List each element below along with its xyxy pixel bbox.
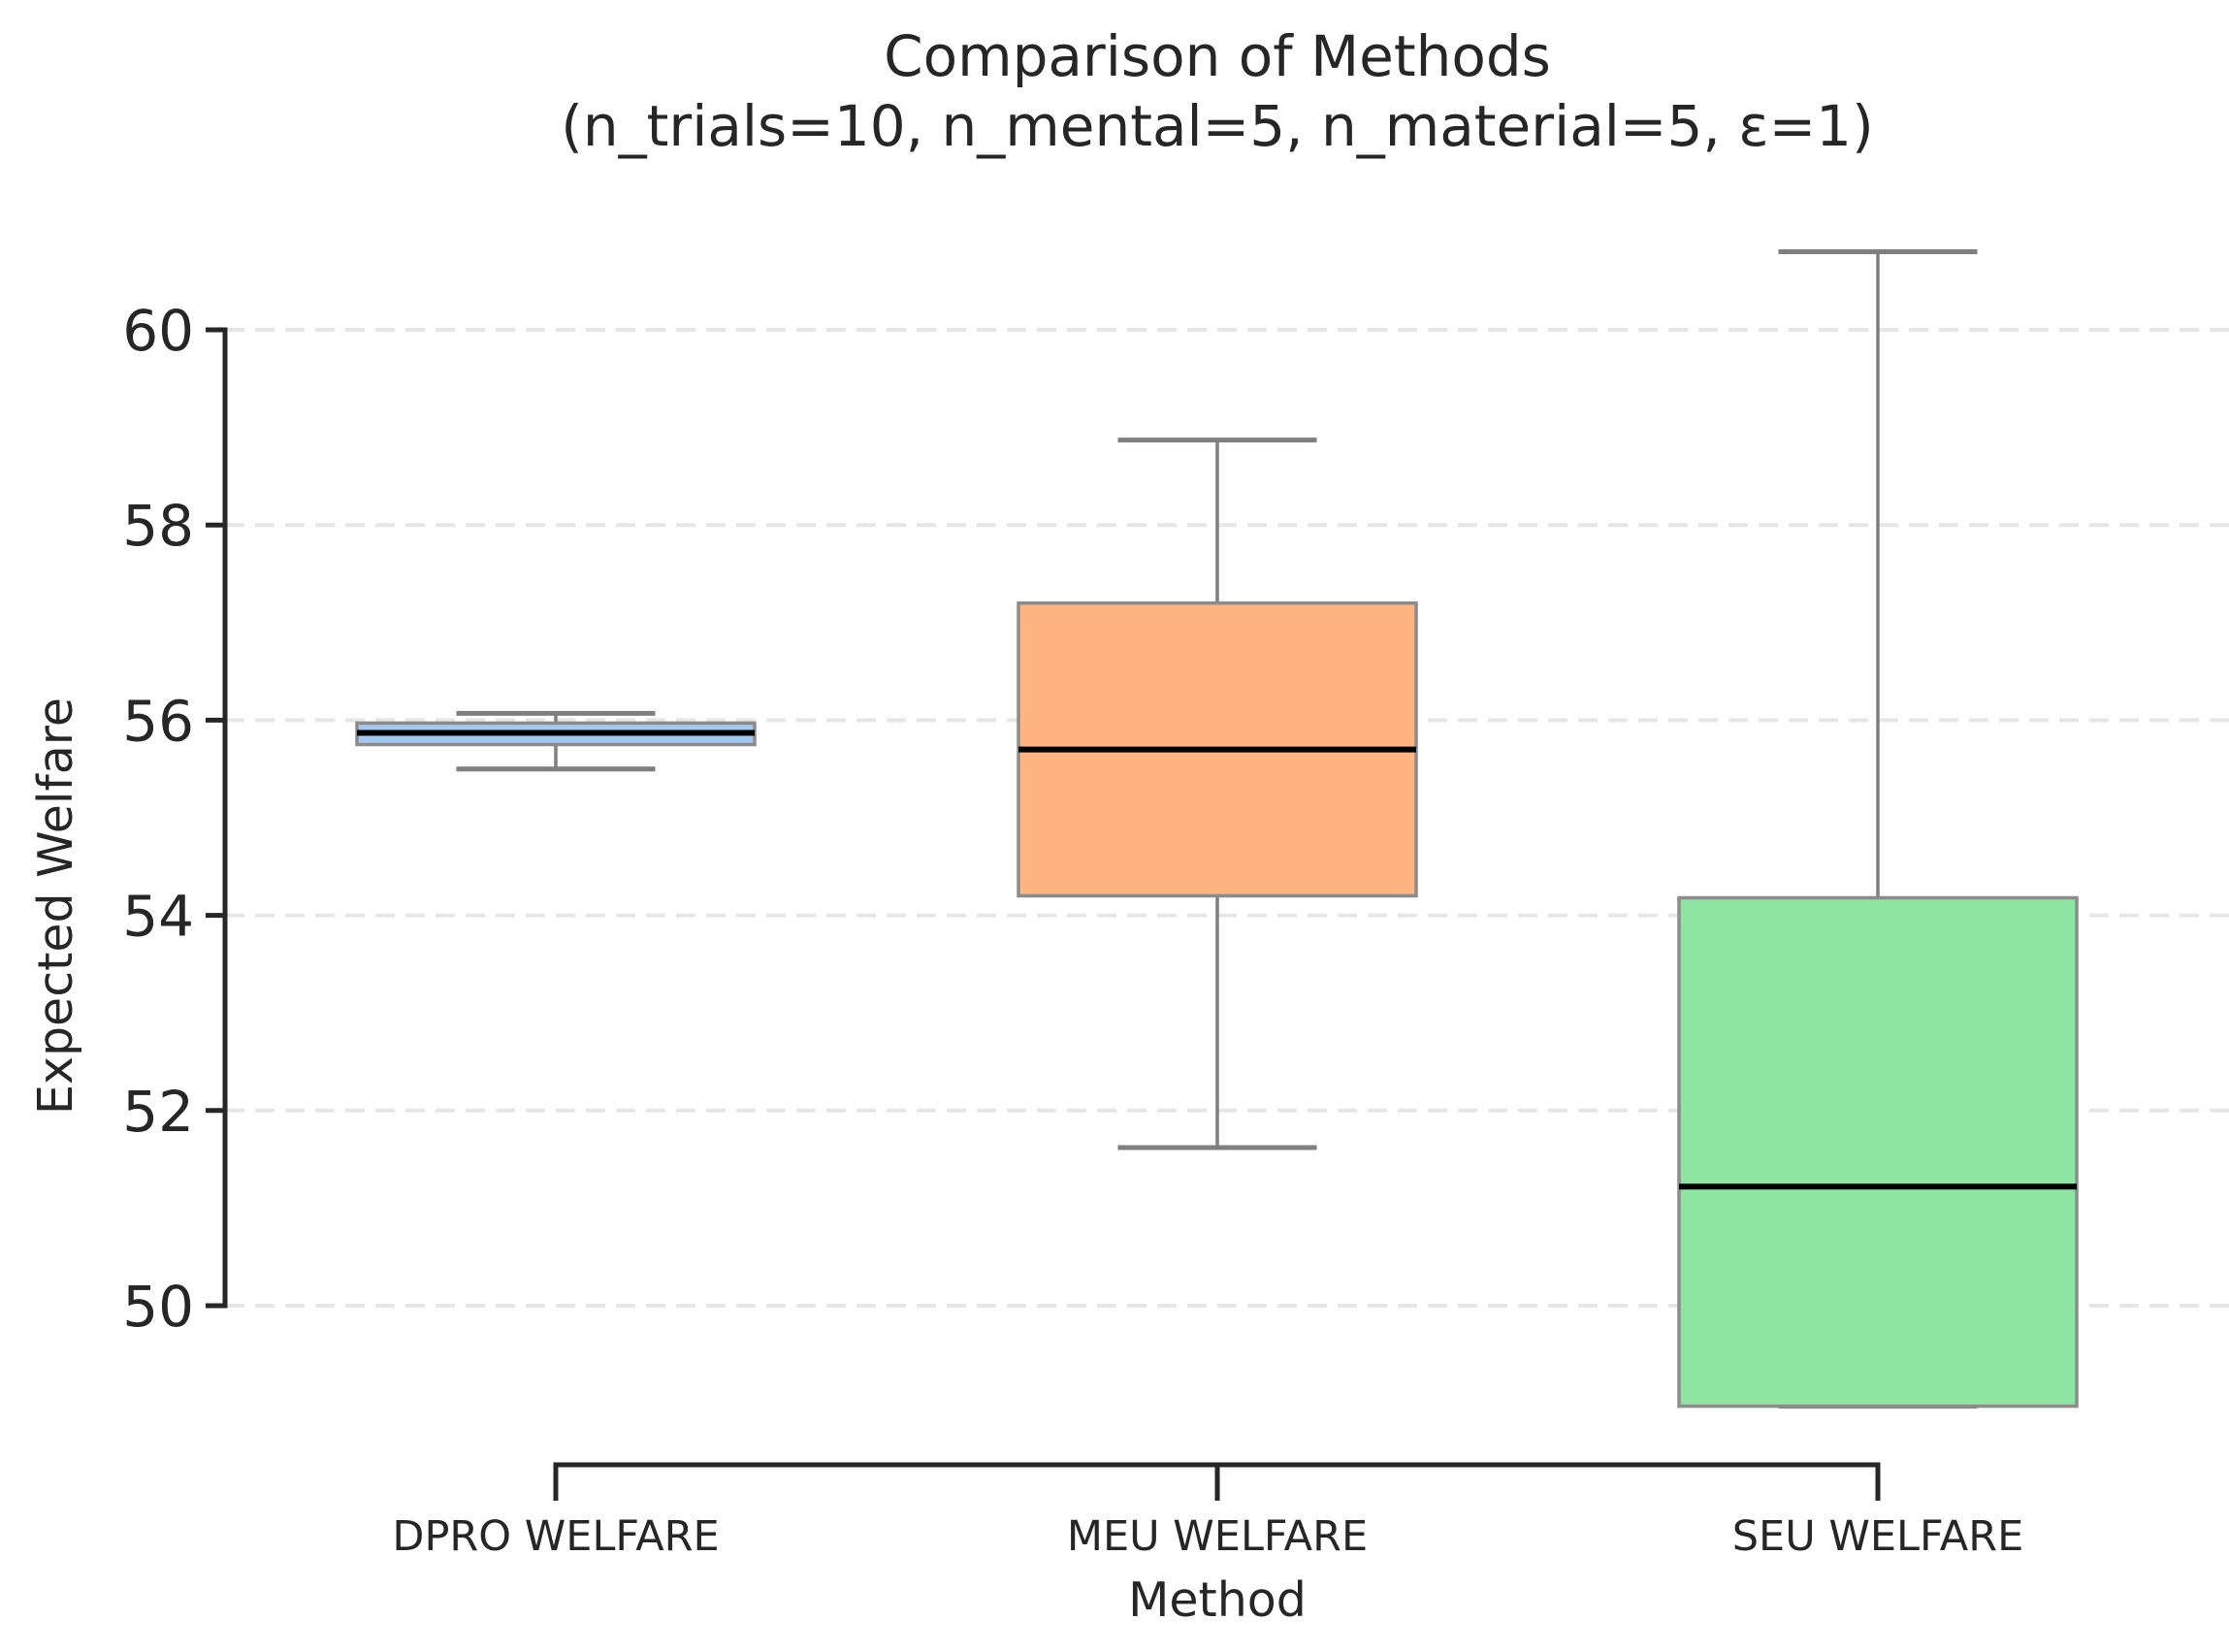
box-iqr [1677, 895, 2079, 1409]
x-tick-label: MEU WELFARE [1067, 1512, 1368, 1561]
x-axis: DPRO WELFARE MEU WELFARE SEU WELFARE [392, 1462, 2024, 1561]
x-axis-label: Method [1128, 1572, 1307, 1628]
x-tick-label: DPRO WELFARE [392, 1512, 719, 1561]
box-group [355, 710, 757, 772]
y-axis: 50 52 54 56 58 60 [122, 298, 228, 1340]
y-axis-label: Expected Welfare [28, 697, 83, 1115]
y-tick-label: 52 [122, 1079, 194, 1145]
y-tick-label: 50 [122, 1274, 194, 1340]
y-tick-label: 58 [122, 493, 194, 559]
chart-subtitle: (n_trials=10, n_mental=5, n_material=5, … [561, 93, 1873, 159]
box-group [1017, 437, 1418, 1150]
box-group [1677, 249, 2079, 1409]
chart-title: Comparison of Methods [884, 23, 1551, 89]
box-series [355, 249, 2079, 1409]
x-tick-label: SEU WELFARE [1732, 1512, 2024, 1561]
y-tick-label: 56 [122, 688, 194, 754]
y-tick-label: 54 [122, 884, 194, 950]
y-tick-label: 60 [122, 298, 194, 364]
